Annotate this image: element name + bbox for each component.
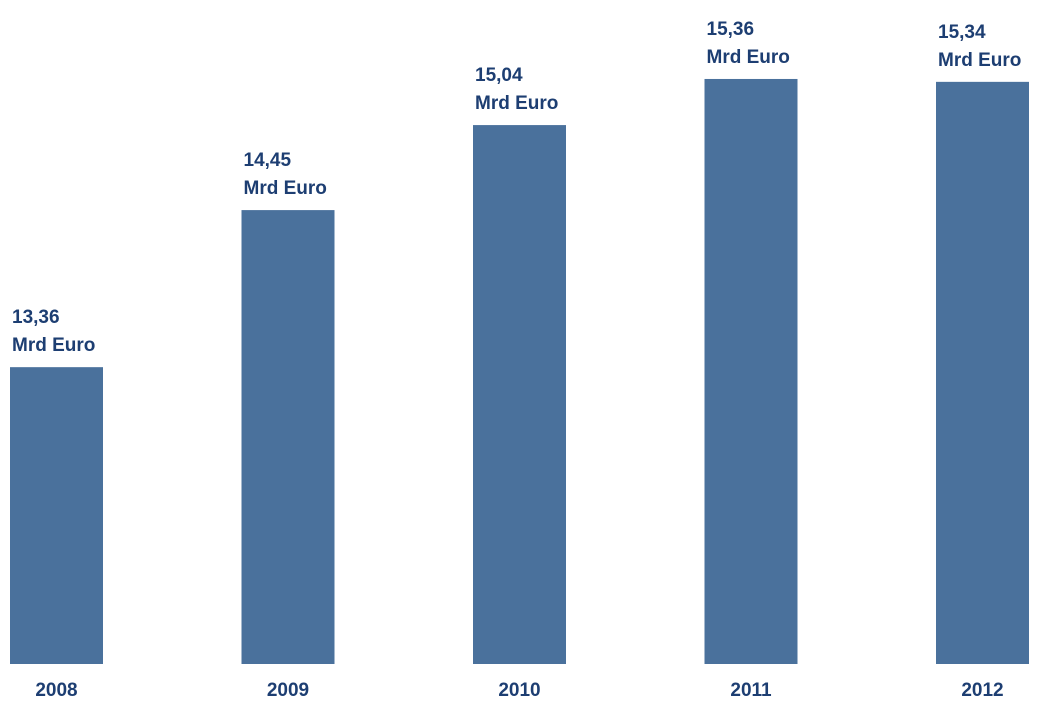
bar-2008	[10, 367, 103, 664]
bar-2009	[241, 210, 335, 665]
value-label-2012: 15,34	[938, 22, 986, 43]
x-tick-label-2011: 2011	[730, 680, 772, 701]
x-tick-label-2008: 2008	[35, 680, 77, 701]
unit-label-2008: Mrd Euro	[12, 335, 95, 356]
value-label-2011: 15,36	[707, 19, 755, 40]
unit-label-2009: Mrd Euro	[244, 178, 327, 199]
bars-layer	[10, 78, 1029, 665]
bar-2010	[473, 125, 566, 664]
unit-label-2011: Mrd Euro	[707, 47, 790, 68]
bar-2011	[704, 78, 798, 664]
x-axis-ticks: 2008 2009 2010 2011 2012	[35, 680, 1003, 701]
x-tick-label-2010: 2010	[498, 680, 540, 701]
unit-label-2010: Mrd Euro	[475, 93, 558, 114]
value-label-2009: 14,45	[244, 150, 292, 171]
unit-label-2012: Mrd Euro	[938, 50, 1021, 71]
value-label-2008: 13,36	[12, 307, 60, 328]
x-tick-label-2009: 2009	[267, 680, 309, 701]
value-label-2010: 15,04	[475, 65, 523, 86]
x-tick-label-2012: 2012	[961, 680, 1003, 701]
value-labels-layer: 13,36 Mrd Euro 14,45 Mrd Euro 15,04 Mrd Euro 1…	[12, 19, 1021, 356]
bar-2012	[936, 81, 1029, 665]
